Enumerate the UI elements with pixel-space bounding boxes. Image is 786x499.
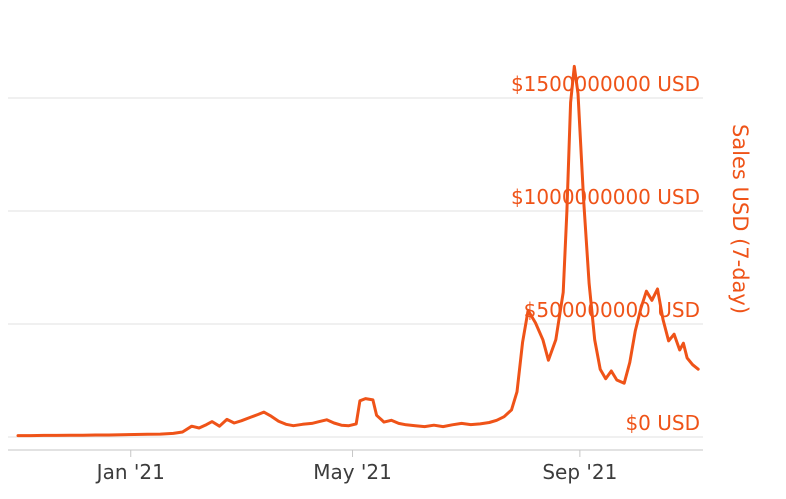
x-axis-tick-label: Jan '21 <box>95 460 165 484</box>
y-axis-tick-label: $0 USD <box>625 411 700 435</box>
x-axis <box>8 449 703 457</box>
y-axis-tick-label: $1000000000 USD <box>511 185 700 209</box>
sales-line-series[interactable] <box>16 64 700 438</box>
y-axis-tick-label: $1500000000 USD <box>511 72 700 96</box>
y-axis-tick-label: $500000000 USD <box>524 298 700 322</box>
x-axis-labels: Jan '21 May '21 Sep '21 <box>95 460 618 484</box>
y-axis-title: Sales USD (7-day) <box>728 124 752 314</box>
x-axis-tick-label: May '21 <box>313 460 392 484</box>
x-axis-tick-label: Sep '21 <box>542 460 617 484</box>
y-gridlines <box>8 97 703 438</box>
y-axis-labels: $0 USD $500000000 USD $1000000000 USD $1500… <box>511 72 700 435</box>
